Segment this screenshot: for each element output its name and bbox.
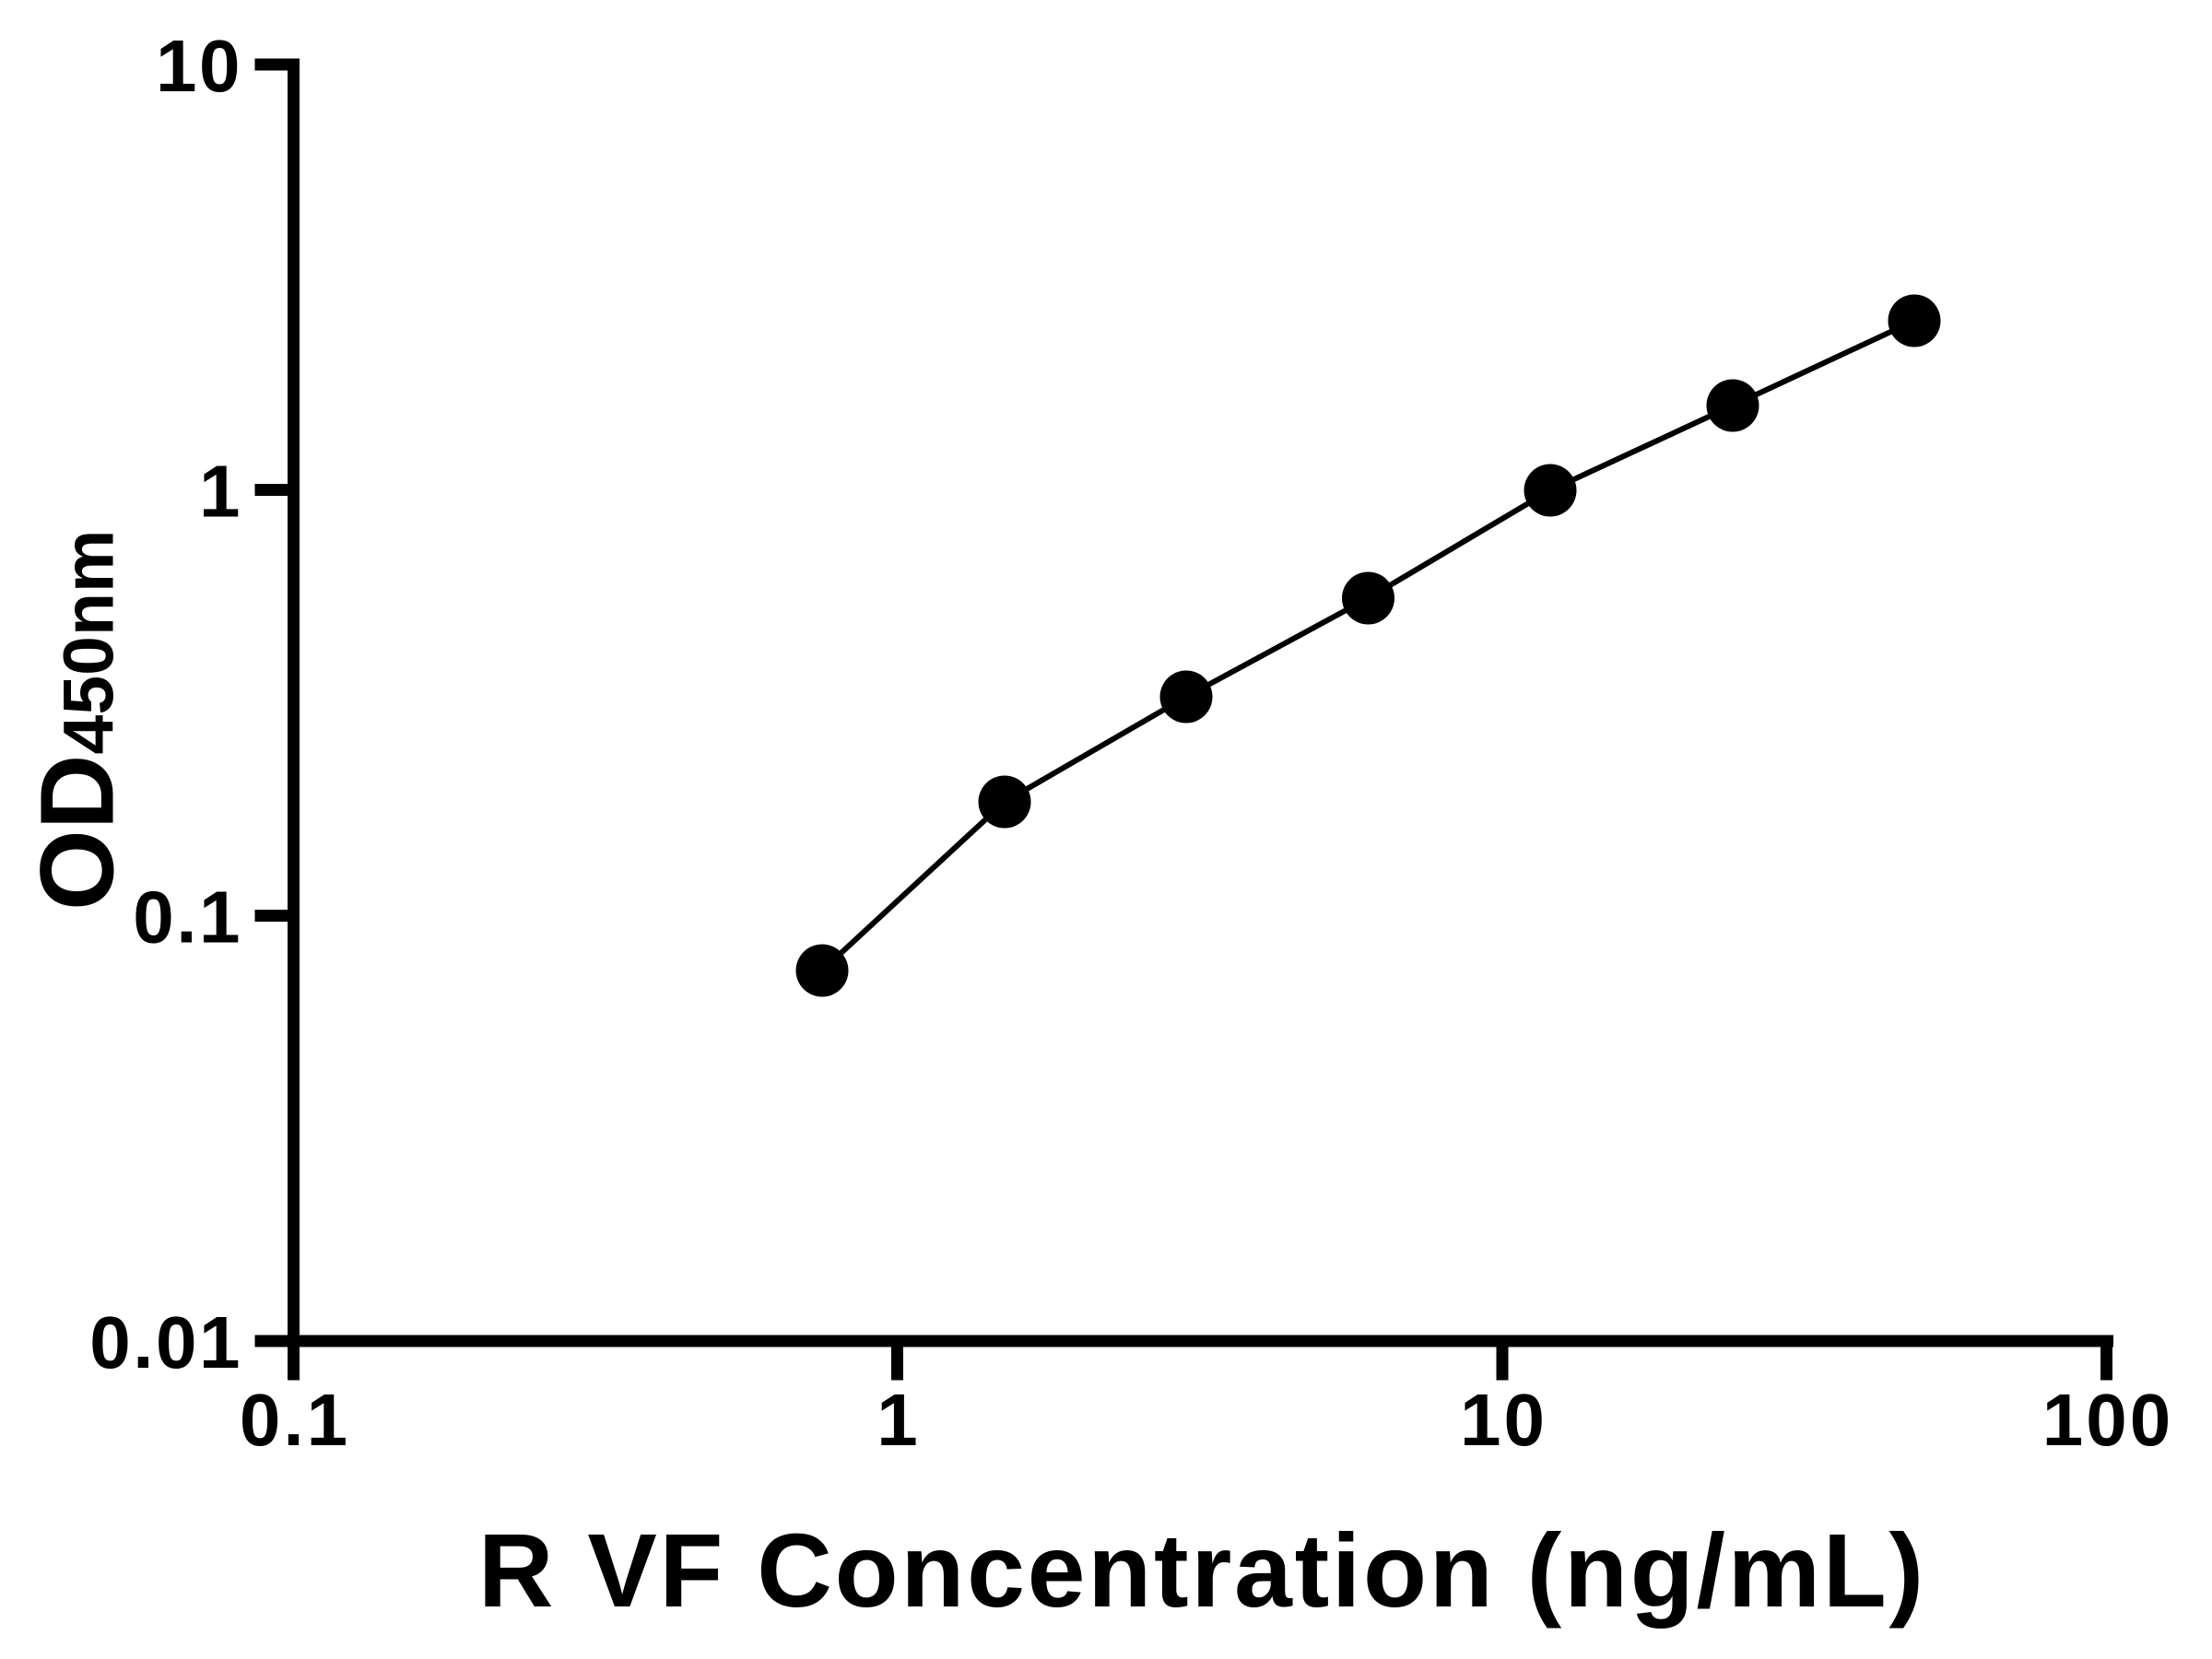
svg-text:0.1: 0.1 — [133, 877, 242, 959]
svg-text:0.01: 0.01 — [89, 1301, 242, 1383]
svg-text:10: 10 — [1460, 1379, 1547, 1461]
svg-text:10: 10 — [156, 25, 242, 107]
svg-text:R VF Concentration (ng/mL): R VF Concentration (ng/mL) — [478, 1512, 1926, 1629]
svg-text:1: 1 — [199, 451, 242, 533]
svg-text:1: 1 — [877, 1379, 921, 1461]
svg-text:OD450nm: OD450nm — [19, 530, 135, 911]
svg-text:0.1: 0.1 — [240, 1379, 350, 1461]
svg-text:100: 100 — [2042, 1379, 2173, 1461]
